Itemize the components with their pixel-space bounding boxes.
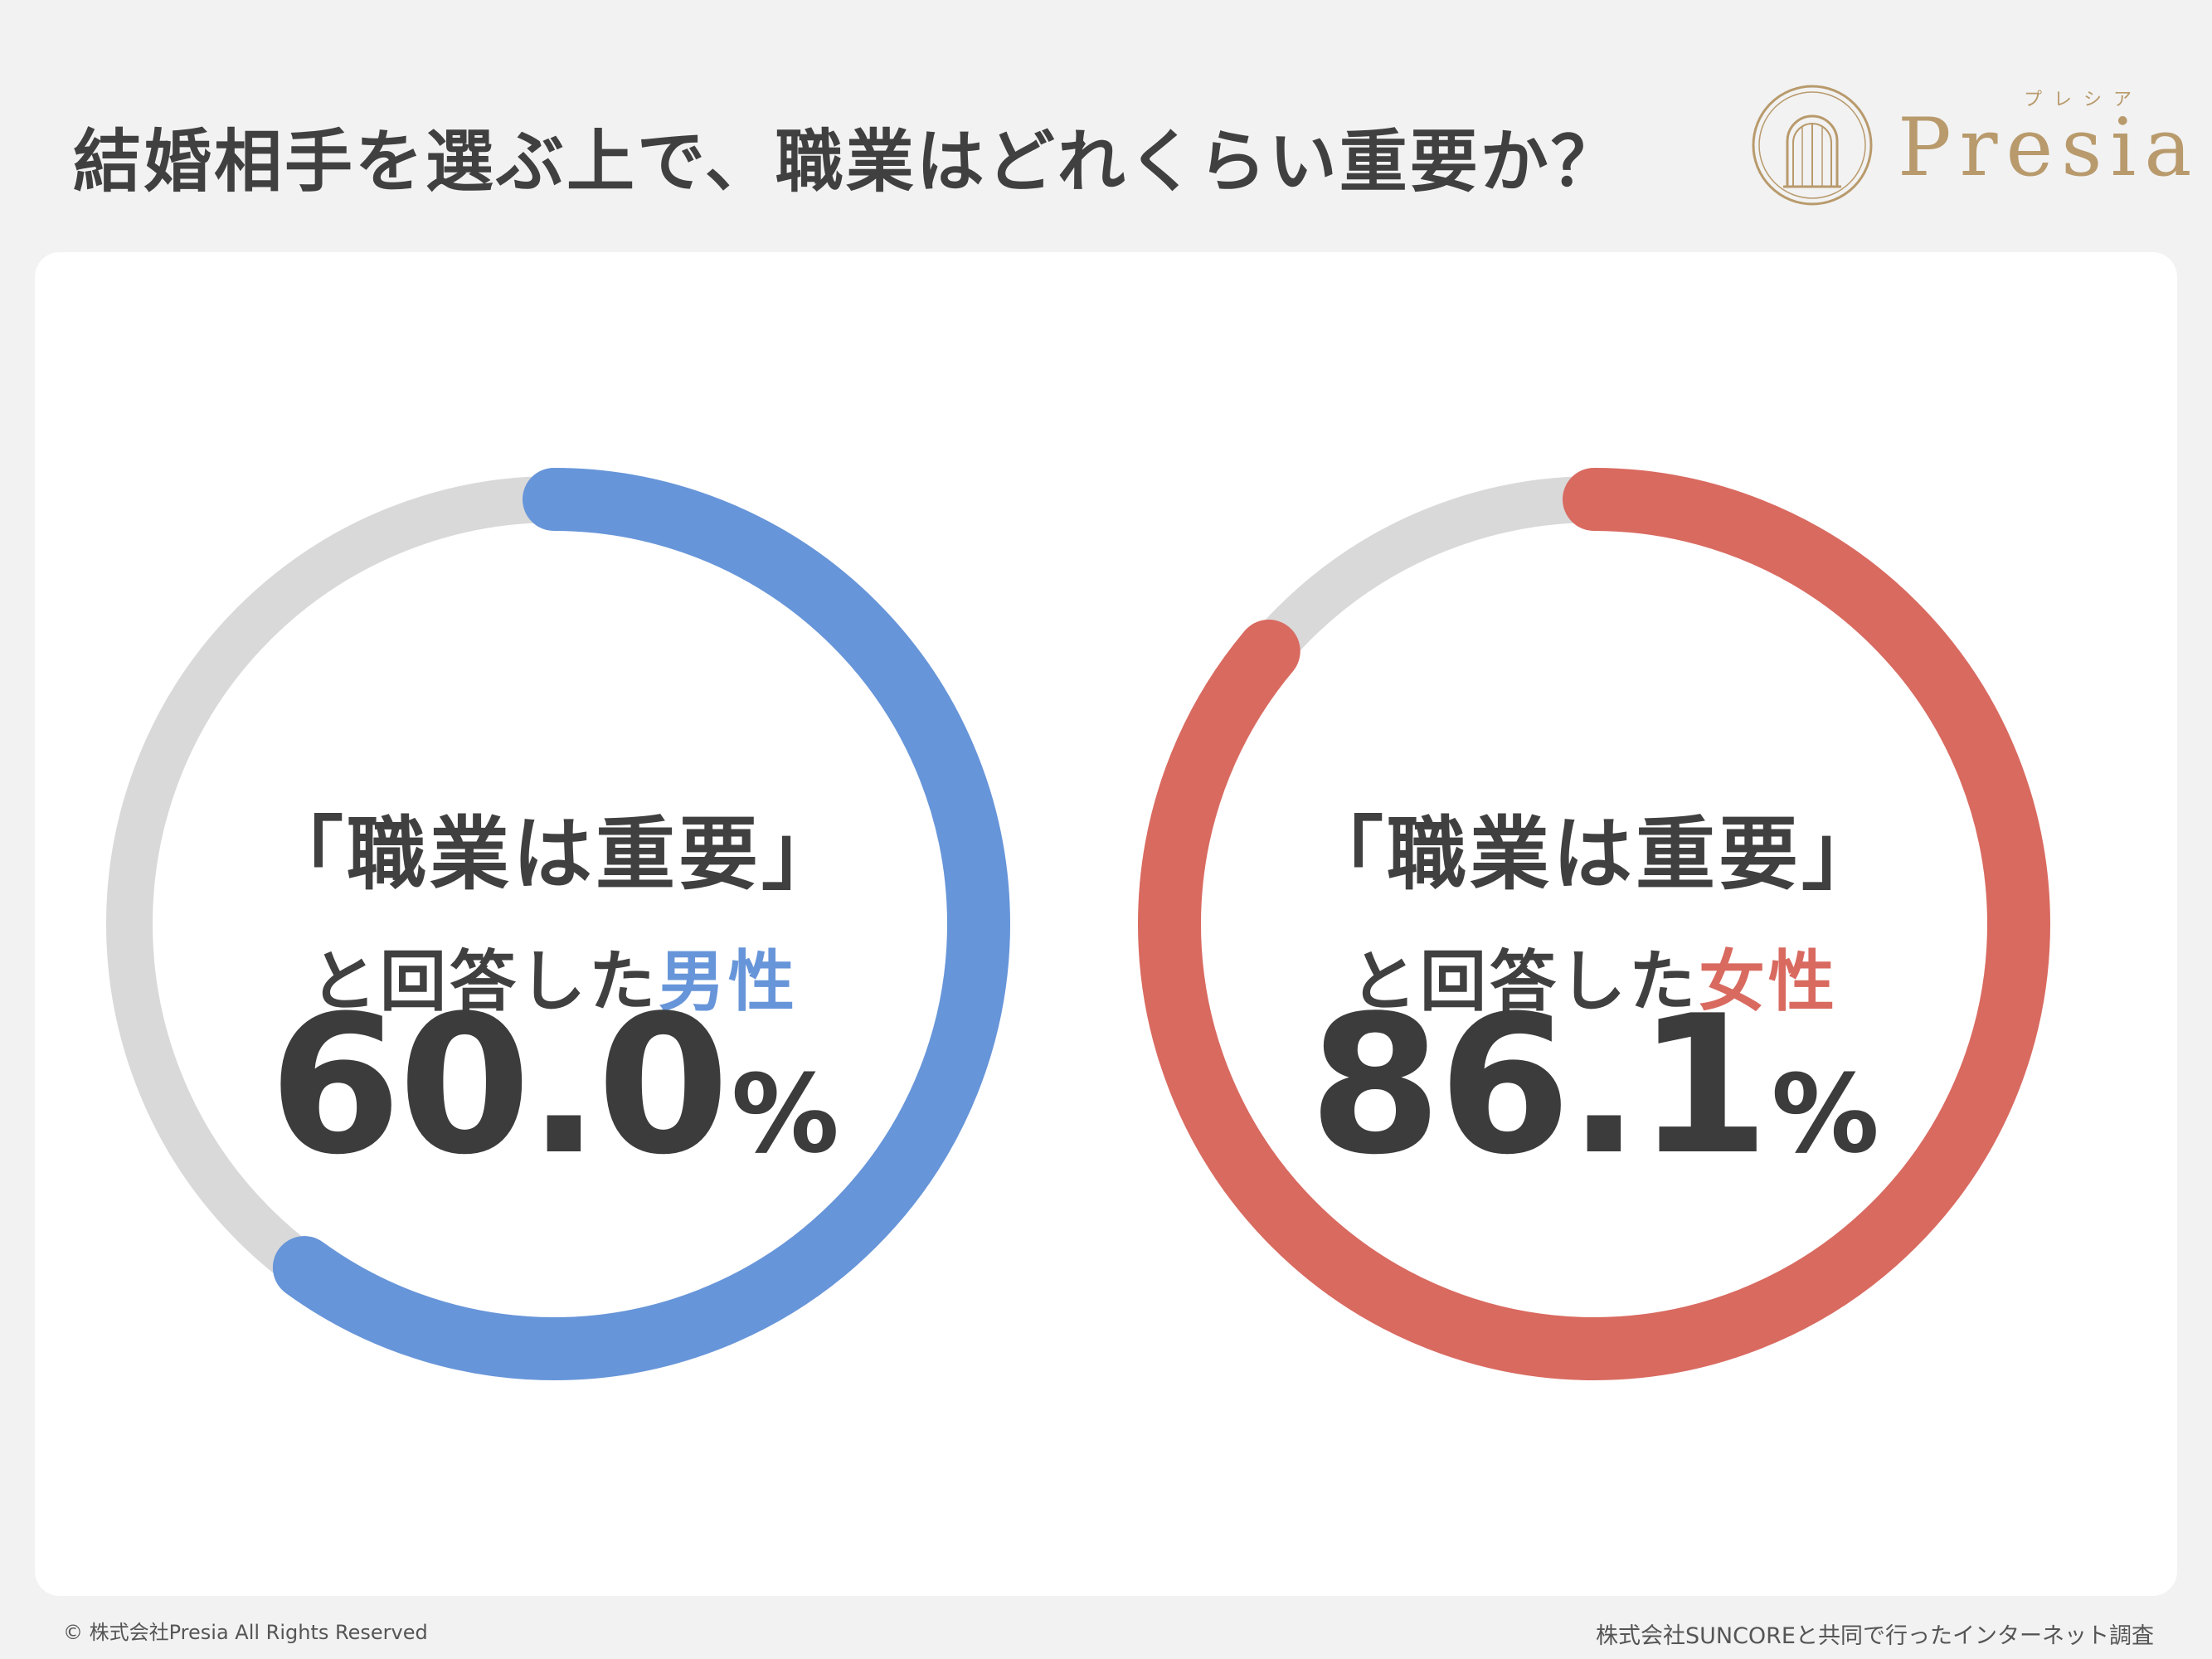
donut-chart-male: 「職業は重要」 と回答した男性 60.0% xyxy=(98,468,1010,1380)
donut-label-male: 「職業は重要」 と回答した男性 xyxy=(98,790,1010,1024)
label-line2: と回答した女性 xyxy=(1138,928,2050,1024)
donut-arc-male xyxy=(98,468,1010,1380)
logo-kana: プレシア xyxy=(2024,90,2144,110)
donut-label-female: 「職業は重要」 と回答した女性 xyxy=(1138,790,2050,1024)
chart-panel: 「職業は重要」 と回答した男性 60.0% 「職業は重要」 と回答した女性 86… xyxy=(35,252,2177,1596)
label-line1: 「職業は重要」 xyxy=(264,808,844,901)
value-female: 86.1% xyxy=(1138,975,2050,1197)
group-label-male: 男性 xyxy=(659,943,798,1020)
source-note: 株式会社SUNCOREと共同で行ったインターネット調査 xyxy=(1595,1623,2154,1649)
label-prefix: と回答した xyxy=(1350,943,1699,1020)
group-label-female: 女性 xyxy=(1699,943,1838,1020)
donut-chart-female: 「職業は重要」 と回答した女性 86.1% xyxy=(1138,468,2050,1380)
brand-logo: プレシア Presia xyxy=(1750,83,2192,207)
window-arch-icon xyxy=(1752,85,1873,206)
value-unit: % xyxy=(731,1051,839,1177)
label-line1: 「職業は重要」 xyxy=(1304,808,1884,901)
value-number: 86.1 xyxy=(1309,975,1769,1197)
donut-arc-female xyxy=(1138,468,2050,1380)
label-prefix: と回答した xyxy=(310,943,659,1020)
value-male: 60.0% xyxy=(98,975,1010,1197)
label-line2: と回答した男性 xyxy=(98,928,1010,1024)
copyright-text: © 株式会社Presia All Rights Reserved xyxy=(63,1621,428,1644)
page-title: 結婚相手を選ぶ上で、職業はどれくらい重要か？ xyxy=(73,123,1621,202)
logo-text: Presia xyxy=(1898,101,2200,194)
value-unit: % xyxy=(1771,1051,1879,1177)
value-number: 60.0 xyxy=(269,975,729,1197)
